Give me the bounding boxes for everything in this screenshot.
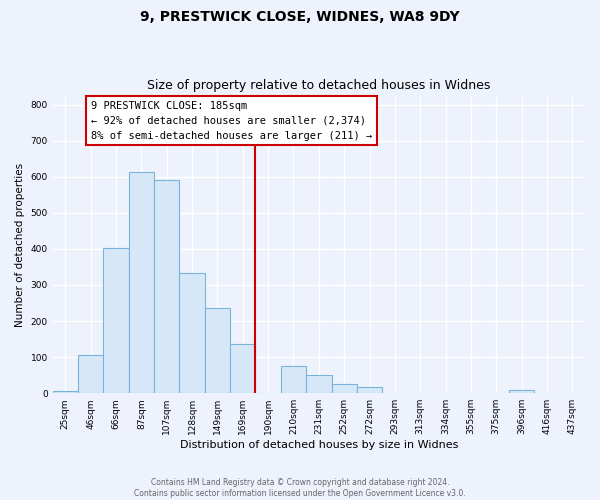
Title: Size of property relative to detached houses in Widnes: Size of property relative to detached ho… [147,79,491,92]
X-axis label: Distribution of detached houses by size in Widnes: Distribution of detached houses by size … [179,440,458,450]
Y-axis label: Number of detached properties: Number of detached properties [15,163,25,328]
Bar [103,248,129,393]
Text: 9, PRESTWICK CLOSE, WIDNES, WA8 9DY: 9, PRESTWICK CLOSE, WIDNES, WA8 9DY [140,10,460,24]
Bar [230,344,256,393]
Bar [154,180,179,393]
Text: Contains HM Land Registry data © Crown copyright and database right 2024.
Contai: Contains HM Land Registry data © Crown c… [134,478,466,498]
Text: 9 PRESTWICK CLOSE: 185sqm
← 92% of detached houses are smaller (2,374)
8% of sem: 9 PRESTWICK CLOSE: 185sqm ← 92% of detac… [91,101,372,140]
Bar [509,390,535,393]
Bar [78,356,103,393]
Bar [281,366,306,393]
Bar [332,384,357,393]
Bar [129,172,154,393]
Bar [179,274,205,393]
Bar [306,375,332,393]
Bar [53,392,78,393]
Bar [205,308,230,393]
Bar [357,387,382,393]
